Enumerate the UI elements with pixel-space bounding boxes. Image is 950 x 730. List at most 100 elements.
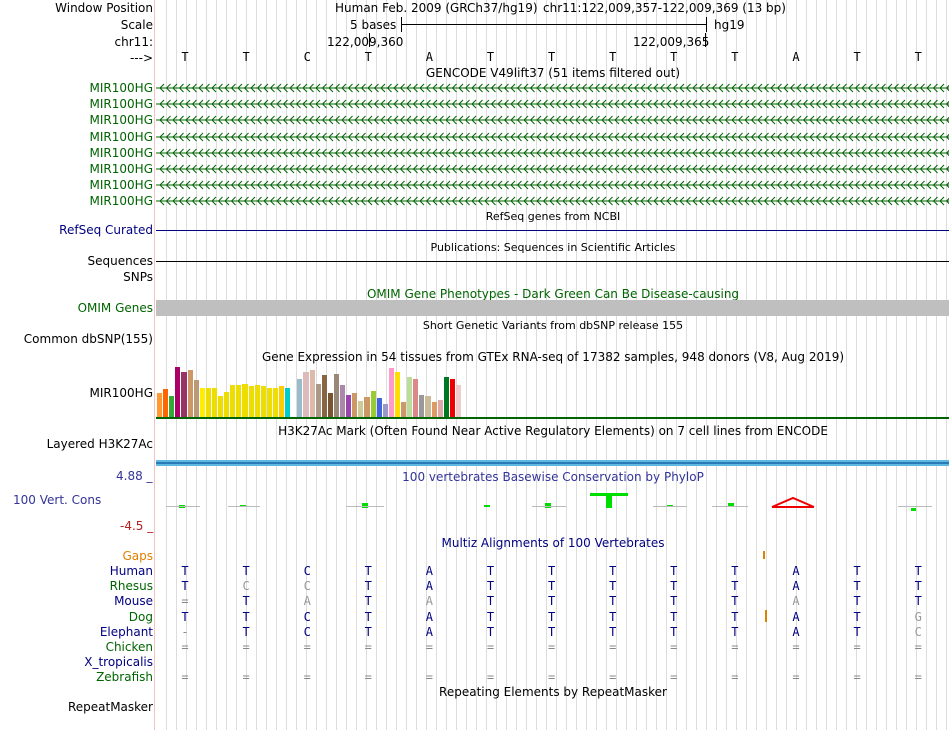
gtex-tissue-bar[interactable] [394,371,401,417]
multiz-base[interactable]: = [792,640,800,654]
omim-gene-block[interactable] [156,300,949,316]
multiz-base[interactable]: = [670,670,678,685]
multiz-base[interactable]: T [914,564,922,578]
multiz-base[interactable]: T [731,579,739,594]
gencode-transcript[interactable] [156,147,949,159]
multiz-base[interactable]: T [242,624,250,639]
multiz-base[interactable]: T [853,594,861,609]
multiz-base[interactable]: T [609,579,617,594]
reference-base[interactable]: T [547,50,556,64]
gencode-transcript[interactable] [156,131,949,143]
gtex-tissue-bar[interactable] [437,400,443,417]
multiz-base[interactable]: = [853,670,861,685]
multiz-base[interactable]: T [364,564,372,578]
gtex-bar-chart[interactable] [156,364,536,417]
gtex-tissue-bar[interactable] [242,384,248,417]
multiz-base[interactable]: T [853,624,861,639]
repeatmasker-title[interactable]: Repeating Elements by RepeatMasker [439,685,667,699]
multiz-title[interactable]: Multiz Alignments of 100 Vertebrates [441,536,665,550]
gencode-gene-label[interactable]: MIR100HG [89,162,153,176]
multiz-base[interactable]: C [303,579,311,594]
gtex-tissue-bar[interactable] [254,385,260,417]
multiz-base[interactable]: T [731,609,739,624]
phylop-plot[interactable] [156,486,950,516]
gtex-tissue-bar[interactable] [266,387,272,417]
multiz-base[interactable]: T [731,594,739,609]
multiz-base[interactable]: T [242,609,250,624]
gtex-tissue-bar[interactable] [315,384,321,417]
gtex-tissue-bar[interactable] [443,377,449,417]
multiz-base[interactable]: T [181,564,189,578]
multiz-species-label[interactable]: Dog [128,609,153,624]
multiz-base[interactable]: = [547,670,556,685]
reference-base[interactable]: T [181,50,189,64]
gtex-tissue-bar[interactable] [376,398,382,417]
gencode-transcript[interactable] [156,163,949,175]
refseq-label[interactable]: RefSeq Curated [59,223,153,237]
multiz-base[interactable]: = [181,670,189,685]
multiz-base[interactable]: A [792,594,800,609]
gencode-gene-label[interactable]: MIR100HG [89,81,153,95]
multiz-base[interactable]: T [914,579,922,594]
multiz-base[interactable]: G [914,609,922,624]
multiz-base[interactable]: T [547,609,556,624]
multiz-base[interactable]: T [853,579,861,594]
gtex-tissue-bar[interactable] [272,387,279,417]
gencode-transcript[interactable] [156,179,949,191]
multiz-base[interactable]: = [609,670,617,685]
gtex-tissue-bar[interactable] [248,386,254,417]
gtex-title[interactable]: Gene Expression in 54 tissues from GTEx … [261,350,845,364]
multiz-species-label[interactable]: X_tropicalis [84,655,153,670]
multiz-base[interactable]: = [364,670,372,685]
multiz-species-label[interactable]: Human [109,564,153,578]
gtex-tissue-bar[interactable] [230,385,236,417]
gtex-tissue-bar[interactable] [205,387,211,417]
gaps-label[interactable]: Gaps [122,549,153,563]
gtex-tissue-bar[interactable] [370,390,376,417]
gtex-tissue-bar[interactable] [236,385,242,417]
gtex-tissue-bar[interactable] [199,387,205,417]
multiz-base[interactable]: C [303,624,311,639]
gencode-gene-label[interactable]: MIR100HG [89,145,153,160]
dbsnp-title[interactable]: Short Genetic Variants from dbSNP releas… [422,319,684,332]
reference-base[interactable]: T [731,50,739,64]
multiz-base[interactable]: T [486,579,495,594]
gtex-tissue-bar[interactable] [407,377,413,417]
multiz-base[interactable]: = [303,670,311,685]
gencode-transcript[interactable] [156,114,949,126]
gtex-tissue-bar[interactable] [340,385,346,417]
gtex-tissue-bar[interactable] [218,395,224,417]
gtex-tissue-bar[interactable] [303,371,309,417]
gencode-gene-label[interactable]: MIR100HG [89,178,153,193]
multiz-base[interactable]: A [425,609,433,624]
reference-base[interactable]: A [425,50,433,64]
reference-base[interactable]: T [670,50,678,64]
repeatmasker-label[interactable]: RepeatMasker [67,700,153,714]
gtex-tissue-bar[interactable] [193,379,199,417]
multiz-base[interactable]: A [425,564,433,578]
gtex-tissue-bar[interactable] [449,378,455,417]
gtex-tissue-bar[interactable] [211,387,218,417]
gtex-tissue-bar[interactable] [358,401,364,417]
multiz-base[interactable]: T [670,564,678,578]
gtex-tissue-bar[interactable] [382,403,388,417]
multiz-base[interactable]: = [486,670,495,685]
multiz-base[interactable]: T [547,564,556,578]
publications-line[interactable] [156,261,949,262]
multiz-base[interactable]: T [486,609,495,624]
multiz-base[interactable]: T [731,564,739,578]
multiz-species-label[interactable]: Chicken [105,640,153,654]
multiz-species-label[interactable]: Elephant [99,624,153,639]
phylop-label[interactable]: 100 Vert. Cons [13,493,102,507]
multiz-base[interactable]: T [670,594,678,609]
refseq-title[interactable]: RefSeq genes from NCBI [485,210,621,223]
multiz-base[interactable]: A [303,594,311,609]
gtex-tissue-bar[interactable] [388,368,394,417]
gtex-tissue-bar[interactable] [163,389,169,417]
multiz-base[interactable]: = [486,640,495,654]
phylop-title[interactable]: 100 vertebrates Basewise Conservation by… [402,470,704,484]
multiz-base[interactable]: C [242,579,250,594]
multiz-base[interactable]: T [853,564,861,578]
gtex-tissue-bar[interactable] [297,378,303,417]
gtex-tissue-bar[interactable] [157,393,163,417]
